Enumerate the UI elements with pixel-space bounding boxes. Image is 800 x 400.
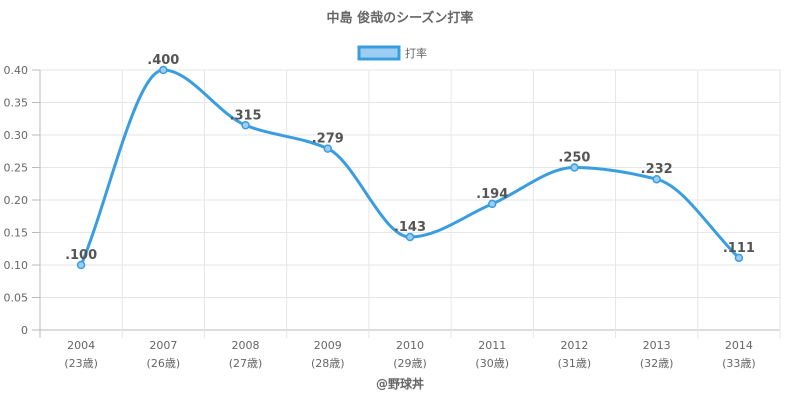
y-axis: 0 0.05 0.10 0.15 0.20 0.25 0.30 0.35 0.40 [4,64,40,337]
credit: @野球丼 [376,376,424,391]
data-label: .100 [65,248,97,263]
data-point [652,174,661,184]
x-tick-label: 2008 [232,339,260,352]
x-tick-label: 2009 [314,339,342,352]
x-tick-label: 2004 [67,339,95,352]
data-label: .232 [641,162,673,177]
legend[interactable]: 打率 [357,45,427,61]
x-tick-sublabel: (31歳) [558,357,592,370]
data-label: .279 [312,132,344,147]
chart-title: 中島 俊哉のシーズン打率 [327,10,474,26]
y-tick-label: 0.10 [4,259,29,272]
y-tick-label: 0.20 [4,194,29,207]
data-point [487,199,497,209]
data-label: .250 [558,151,590,166]
data-label: .194 [476,187,508,202]
y-tick-label: 0.15 [4,227,29,240]
x-tick-sublabel: (23歳) [64,357,98,370]
y-tick-label: 0 [21,324,28,337]
x-tick-label: 2010 [396,339,424,352]
data-point [734,253,744,263]
x-tick-sublabel: (27歳) [229,357,263,370]
x-tick-label: 2011 [478,339,506,352]
data-point [570,163,579,172]
data-label: .315 [230,108,262,123]
x-tick-label: 2013 [643,339,671,352]
data-point [405,232,415,242]
data-points [76,65,744,270]
x-tick-sublabel: (29歳) [393,357,427,370]
grid [39,69,781,338]
data-labels: .100 .400 .315 .279 .143 .194 .250 .232 .111 [65,53,755,263]
x-tick-sublabel: (28歳) [311,357,345,370]
data-point [241,121,250,130]
x-tick-label: 2012 [560,339,588,352]
x-tick-sublabel: (32歳) [640,357,674,370]
data-point [159,65,168,75]
y-tick-label: 0.05 [4,292,29,305]
x-tick-sublabel: (26歳) [147,357,181,370]
data-point [323,144,333,153]
data-point [76,260,86,270]
data-label: .400 [147,53,179,68]
x-axis: 2004 (23歳) 2007 (26歳) 2008 (27歳) 2009 (28歳) 2010… [64,339,755,370]
x-tick-sublabel: (33歳) [722,357,756,370]
y-tick-label: 0.25 [4,162,29,175]
x-tick-label: 2007 [149,339,177,352]
x-tick-label: 2014 [725,339,753,352]
y-tick-label: 0.35 [4,97,29,110]
y-tick-label: 0.30 [4,129,29,142]
x-tick-sublabel: (30歳) [475,357,509,370]
y-tick-label: 0.40 [4,64,29,77]
legend-label: 打率 [405,46,427,60]
data-label: .143 [394,220,426,235]
data-label: .111 [723,241,755,256]
legend-swatch [357,45,401,61]
